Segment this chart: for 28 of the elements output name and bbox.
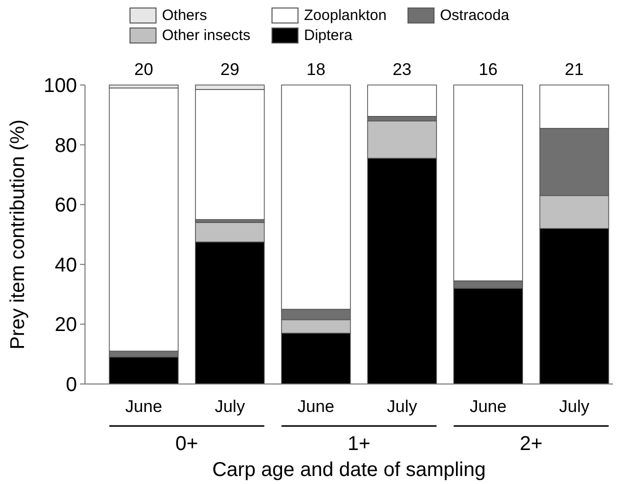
legend-label: Other insects xyxy=(162,27,250,44)
text: 18 xyxy=(306,60,326,79)
legend-label: Diptera xyxy=(304,27,354,44)
text: 29 xyxy=(220,60,240,79)
y-tick-label: 20 xyxy=(54,314,77,336)
y-tick-label: 80 xyxy=(54,134,77,157)
text: 20 xyxy=(134,60,154,79)
x-tick-label: July xyxy=(214,397,246,416)
text: 23 xyxy=(392,60,412,79)
text: 0+ xyxy=(175,433,198,455)
text: 21 xyxy=(564,60,584,79)
x-tick-label: July xyxy=(559,397,590,416)
text: 16 xyxy=(478,60,498,79)
legend-label: Zooplankton xyxy=(304,7,387,24)
text: 2+ xyxy=(520,433,543,455)
x-tick-label: June xyxy=(298,397,334,416)
legend-label: Ostracoda xyxy=(440,7,510,24)
y-tick-label: 0 xyxy=(66,374,77,396)
x-tick-label: July xyxy=(386,397,418,416)
y-tick-label: 40 xyxy=(54,254,77,276)
x-tick-label: June xyxy=(470,397,507,416)
y-tick-label: 100 xyxy=(44,75,77,97)
y-tick-label: 60 xyxy=(54,194,77,217)
x-axis-title: Carp age and date of sampling xyxy=(212,459,486,481)
y-axis-title: Prey item contribution (%) xyxy=(7,119,29,350)
legend-label: Others xyxy=(162,7,208,24)
x-tick-label: June xyxy=(125,397,162,416)
text: 1+ xyxy=(348,433,370,455)
